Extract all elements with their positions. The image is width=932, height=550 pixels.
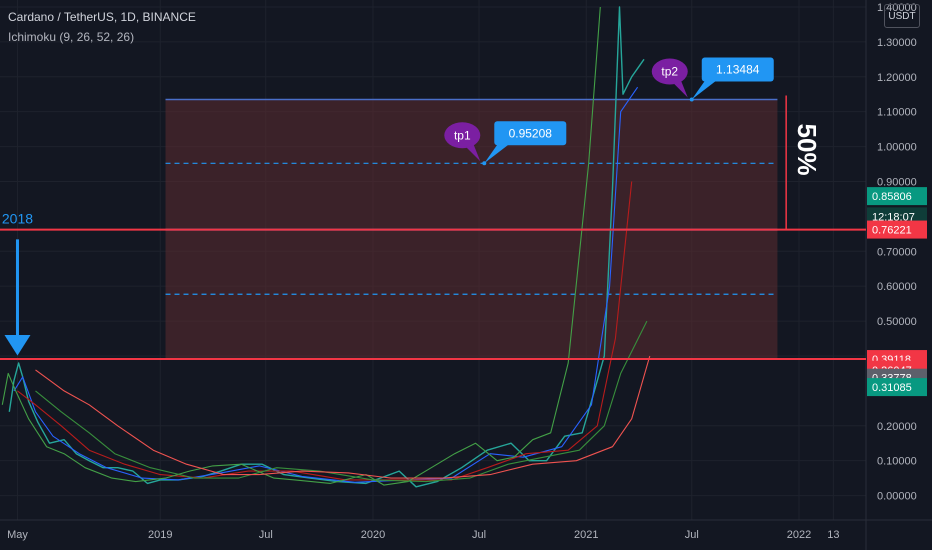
tp2-bubble <box>651 58 688 85</box>
series-line <box>13 86 639 483</box>
price-tags: 0.8580612:18:070.762210.391180.360470.33… <box>867 187 927 397</box>
year-label: 2018 <box>2 210 33 226</box>
tp1-value-tail <box>484 143 511 164</box>
series-line <box>35 320 648 483</box>
price-tag-bg <box>867 378 927 397</box>
y-tick-label: 1.20000 <box>877 72 917 84</box>
y-tick-label: 1.10000 <box>877 107 917 119</box>
tp2-value-tail <box>691 79 718 100</box>
series-line <box>1 6 601 486</box>
price-tag-label: 12:18:07 <box>872 211 915 223</box>
symbol-title[interactable]: Cardano / TetherUS, 1D, BINANCE <box>8 10 196 24</box>
x-tick-label: May <box>7 529 28 541</box>
x-tick-label: 2019 <box>148 529 172 541</box>
series-line <box>17 181 633 481</box>
y-tick-label: 0.90000 <box>877 176 917 188</box>
x-tick-label: 13 <box>827 529 839 541</box>
price-tag-label: 0.31085 <box>872 382 912 394</box>
y-tick-label: 0.20000 <box>877 421 917 433</box>
price-series <box>1 6 651 488</box>
tp2-label: tp2 <box>661 65 678 79</box>
tp1-value-box <box>494 121 567 146</box>
tp1-bubble <box>444 122 481 149</box>
y-tick-label: 0.60000 <box>877 281 917 293</box>
y-tick-label: 1.30000 <box>877 37 917 49</box>
price-tag-label: 0.76221 <box>872 225 912 237</box>
tp1-value: 0.95208 <box>509 126 553 140</box>
measure-label: 50% <box>792 124 822 176</box>
tp2-value: 1.13484 <box>716 63 760 77</box>
x-tick-label: 2022 <box>787 529 811 541</box>
price-tag-bg <box>867 220 927 239</box>
y-tick-label: 0.50000 <box>877 316 917 328</box>
y-tick-label: 0.70000 <box>877 246 917 258</box>
indicator-legend[interactable]: Ichimoku (9, 26, 52, 26) <box>8 30 135 44</box>
tp1-label: tp1 <box>454 128 471 142</box>
support-lines <box>0 228 866 361</box>
y-tick-label: 1.00000 <box>877 142 917 154</box>
series-line <box>35 355 651 479</box>
x-tick-label: Jul <box>259 529 273 541</box>
price-axis[interactable]: 1.400001.300001.200001.100001.000000.900… <box>877 2 917 503</box>
tp2-value-box <box>701 57 774 82</box>
time-axis[interactable]: May 2019 Jul 2020 Jul 2021 Jul 2022 13 <box>7 529 839 541</box>
y-tick-label: 0.10000 <box>877 456 917 468</box>
x-tick-label: 2020 <box>361 529 385 541</box>
price-tag-bg <box>867 187 927 206</box>
currency-button[interactable]: USDT <box>884 4 920 28</box>
arrow-head <box>4 335 31 356</box>
x-tick-label: Jul <box>472 529 486 541</box>
annotations: 50% 2018 tp1 0.95208 tp2 1.13484 <box>2 57 822 356</box>
price-tag-label: 0.85806 <box>872 191 912 203</box>
x-tick-label: Jul <box>685 529 699 541</box>
x-tick-label: 2021 <box>574 529 598 541</box>
y-tick-label: 0.00000 <box>877 491 917 503</box>
